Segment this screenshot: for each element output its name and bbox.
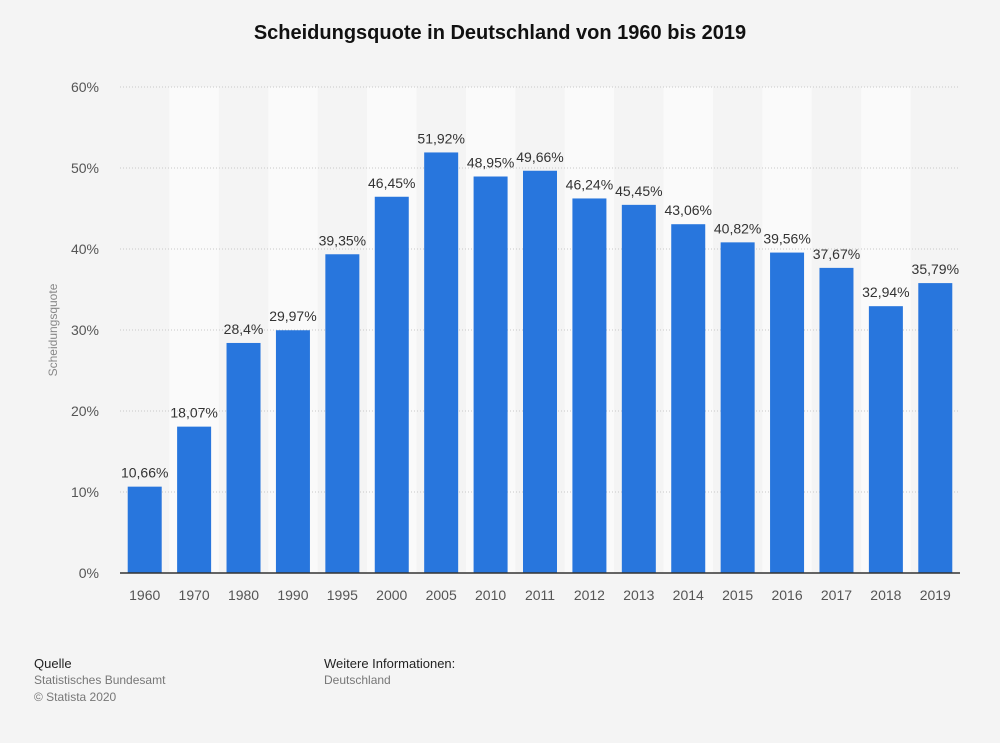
data-label: 10,66% [121,465,168,481]
bar [918,283,953,573]
info-region: Deutschland [324,673,391,687]
bar [868,306,903,573]
bar [275,330,310,573]
x-tick-label: 2017 [821,587,852,603]
data-label: 29,97% [269,308,316,324]
x-tick-label: 2005 [426,587,457,603]
bar [572,198,607,573]
data-label: 37,67% [813,246,860,262]
x-tick-label: 1960 [129,587,160,603]
bar [770,252,805,573]
y-tick-label: 0% [79,565,99,581]
data-label: 28,4% [224,321,264,337]
x-tick-label: 2014 [673,587,704,603]
y-tick-label: 10% [71,484,99,500]
data-label: 46,24% [566,176,613,192]
x-tick-label: 2000 [376,587,407,603]
data-label: 39,56% [763,231,810,247]
x-tick-label: 2019 [920,587,951,603]
bar [226,342,261,573]
x-tick-label: 2012 [574,587,605,603]
data-label: 32,94% [862,284,909,300]
chart-title: Scheidungsquote in Deutschland von 1960 … [253,22,747,44]
data-label: 35,79% [912,261,959,277]
x-tick-label: 1995 [327,587,358,603]
y-tick-label: 60% [71,79,99,95]
bar [177,426,212,573]
source-block: Quelle Statistisches Bundesamt © Statist… [34,655,165,706]
source-heading: Quelle [34,656,72,671]
x-tick-label: 1970 [179,587,210,603]
x-tick-label: 2015 [722,587,753,603]
x-tick-label: 2013 [623,587,654,603]
bar [374,196,409,573]
bar-chart: 0% 10% 20% 30% 40% 50% 60% Scheidungsquote 10,66… [46,79,960,603]
data-label: 43,06% [664,202,711,218]
bar [473,176,508,573]
data-label: 39,35% [319,232,366,248]
data-label: 48,95% [467,155,514,171]
x-tick-label: 2011 [525,587,555,603]
x-tick-label: 1990 [277,587,308,603]
x-tick-label: 2010 [475,587,506,603]
source-name: Statistisches Bundesamt [34,673,166,687]
data-label: 45,45% [615,183,662,199]
bar [325,254,360,573]
info-block: Weitere Informationen: Deutschland [324,655,455,689]
y-tick-label: 30% [71,322,99,338]
x-tick-label: 2018 [870,587,901,603]
y-tick-label: 40% [71,241,99,257]
data-label: 18,07% [170,405,217,421]
data-label: 49,66% [516,149,563,165]
bar [523,170,557,573]
data-label: 40,82% [714,220,761,236]
x-tick-label: 1980 [228,587,259,603]
data-label: 46,45% [368,175,415,191]
bar [720,242,755,573]
bar [621,204,656,574]
copyright-text: © Statista 2020 [34,690,117,704]
y-tick-label: 20% [71,403,99,419]
info-heading: Weitere Informationen: [324,656,456,671]
y-tick-label: 50% [71,160,99,176]
y-axis-title: Scheidungsquote [46,283,60,376]
bar [424,152,459,573]
bar [671,224,706,574]
x-tick-label: 2016 [771,587,802,603]
bar [127,486,162,573]
bar [819,267,854,573]
data-label: 51,92% [417,130,464,146]
